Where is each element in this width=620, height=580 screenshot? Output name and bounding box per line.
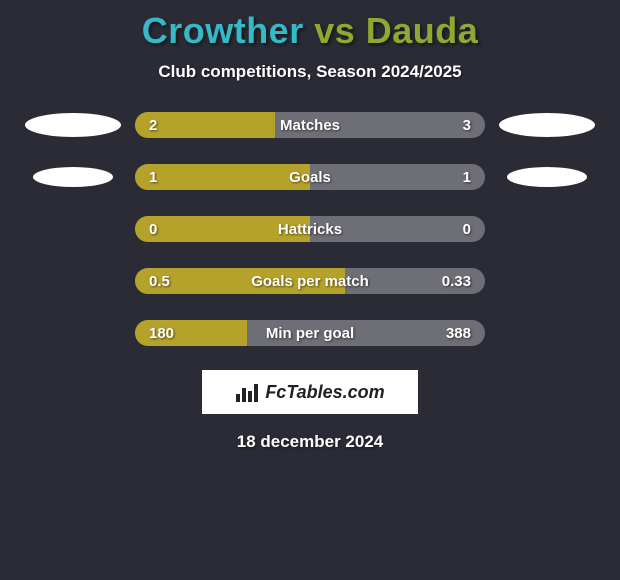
stat-right-value: 3	[449, 112, 485, 138]
stat-bar: 180388Min per goal	[135, 320, 485, 346]
player-b-name: Dauda	[366, 10, 479, 51]
bars-icon	[235, 382, 261, 402]
page-title: Crowther vs Dauda	[0, 10, 620, 52]
stat-right-value: 388	[432, 320, 485, 346]
brand-text: FcTables.com	[265, 382, 384, 403]
team-logo-right	[497, 266, 597, 296]
stat-left-value: 0	[135, 216, 171, 242]
stat-right-value: 0	[449, 216, 485, 242]
stat-left-value: 2	[135, 112, 171, 138]
brand-box: FcTables.com	[202, 370, 418, 414]
stat-bar: 00Hattricks	[135, 216, 485, 242]
ellipse-icon	[33, 167, 113, 187]
team-logo-right	[497, 110, 597, 140]
stat-right-value: 1	[449, 164, 485, 190]
team-logo-right	[497, 214, 597, 244]
stat-row: 00Hattricks	[0, 214, 620, 244]
team-logo-left	[23, 266, 123, 296]
stat-row: 180388Min per goal	[0, 318, 620, 348]
ellipse-icon	[507, 167, 587, 187]
stat-left-value: 0.5	[135, 268, 184, 294]
date: 18 december 2024	[0, 432, 620, 452]
ellipse-icon	[499, 113, 595, 137]
stat-row: 11Goals	[0, 162, 620, 192]
stat-row: 23Matches	[0, 110, 620, 140]
team-logo-left	[23, 110, 123, 140]
subtitle: Club competitions, Season 2024/2025	[0, 62, 620, 82]
player-a-name: Crowther	[142, 10, 304, 51]
team-logo-left	[23, 162, 123, 192]
stat-right-value: 0.33	[428, 268, 485, 294]
stat-bar: 0.50.33Goals per match	[135, 268, 485, 294]
comparison-infographic: Crowther vs Dauda Club competitions, Sea…	[0, 0, 620, 452]
team-logo-left	[23, 318, 123, 348]
stat-left-value: 1	[135, 164, 171, 190]
team-logo-right	[497, 318, 597, 348]
stat-bar: 23Matches	[135, 112, 485, 138]
stat-bar: 11Goals	[135, 164, 485, 190]
stat-rows: 23Matches11Goals00Hattricks0.50.33Goals …	[0, 110, 620, 348]
team-logo-left	[23, 214, 123, 244]
team-logo-right	[497, 162, 597, 192]
ellipse-icon	[25, 113, 121, 137]
title-vs: vs	[304, 10, 366, 51]
stat-left-value: 180	[135, 320, 188, 346]
stat-row: 0.50.33Goals per match	[0, 266, 620, 296]
